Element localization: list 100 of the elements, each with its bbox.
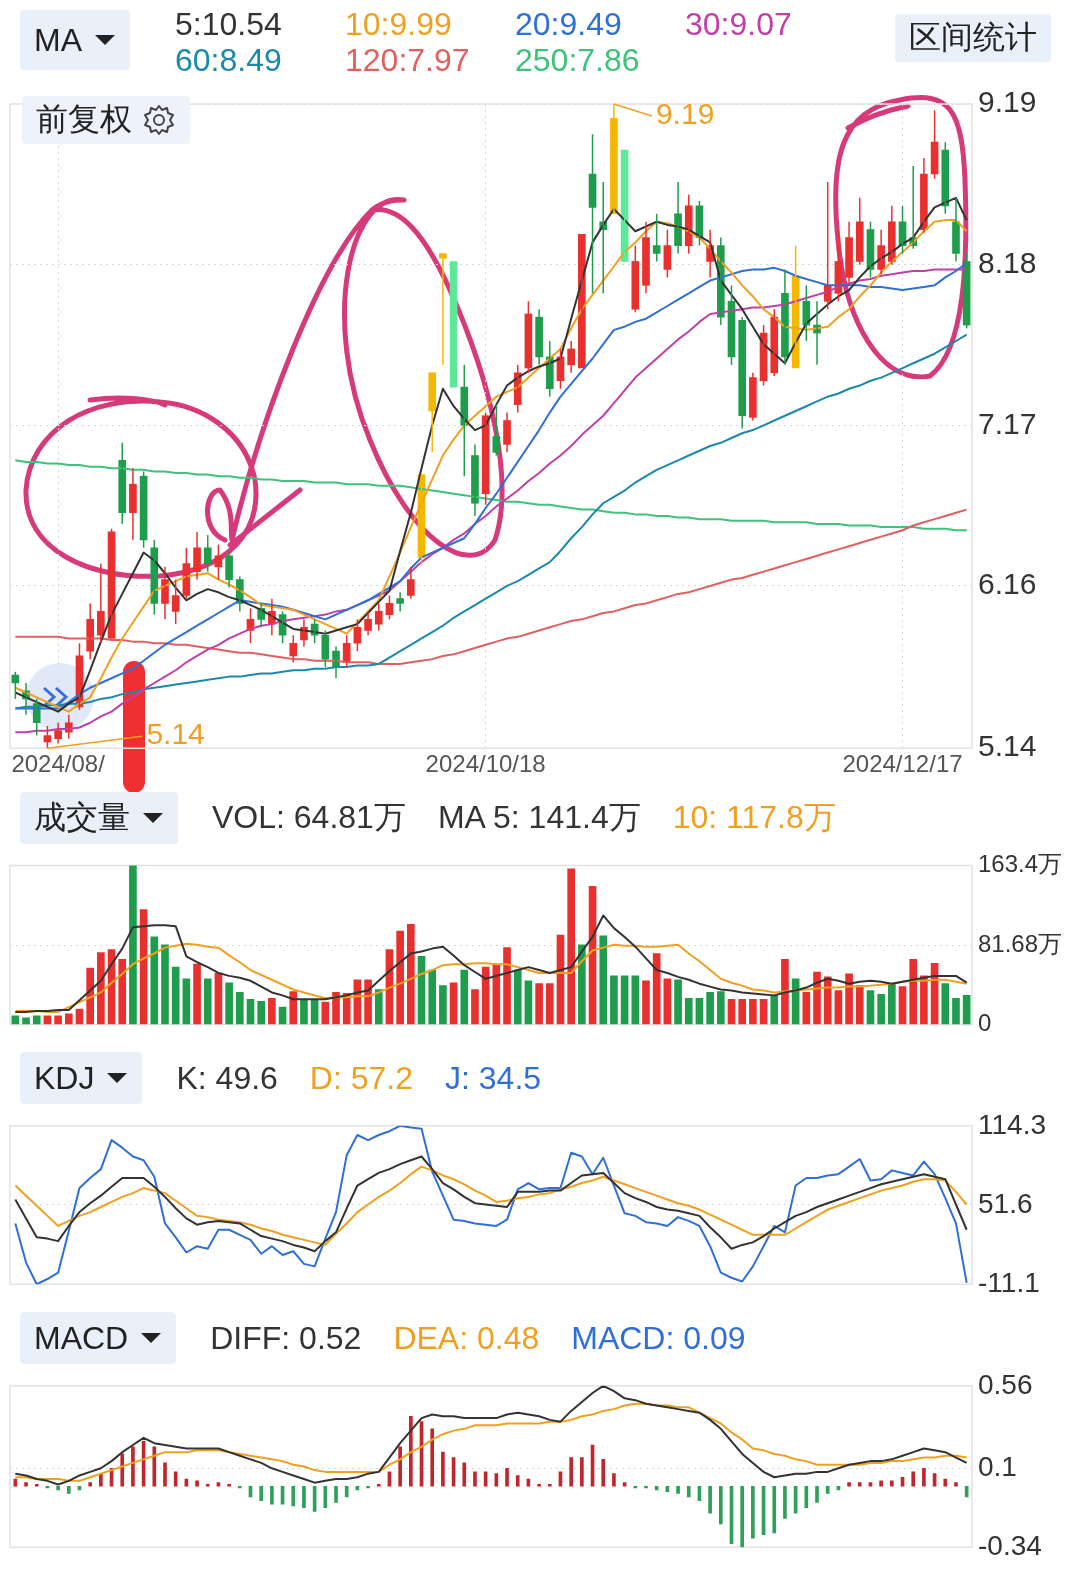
annotation: 前复权: [22, 96, 190, 144]
bar: [227, 1484, 231, 1487]
bar: [610, 975, 618, 1025]
bar: [759, 998, 768, 1025]
bar: [962, 995, 971, 1025]
bar: [449, 982, 458, 1025]
text: MACD: 0.09: [571, 1319, 746, 1357]
y-tick-label: 163.4万: [978, 850, 1063, 878]
bar: [612, 1473, 616, 1487]
candlestick: [652, 213, 661, 263]
y-tick-label: 51.6: [978, 1187, 1033, 1219]
text: 20:9.49: [515, 6, 622, 43]
bar: [471, 989, 479, 1025]
bar: [727, 998, 736, 1025]
bar: [374, 989, 383, 1025]
text: K: 49.6: [176, 1059, 278, 1097]
bar: [845, 973, 853, 1025]
bar: [118, 958, 127, 1025]
bar: [302, 1485, 306, 1509]
bar: [24, 1482, 28, 1487]
text: 区间统计: [895, 14, 1051, 62]
bar: [920, 975, 928, 1025]
bar: [332, 992, 340, 1025]
text: VOL: 64.81万: [212, 798, 406, 837]
bar: [300, 999, 308, 1025]
bar: [823, 976, 832, 1025]
bar: [804, 1485, 809, 1509]
y-tick-label: -11.1: [978, 1266, 1040, 1298]
text: D: 57.2: [309, 1059, 414, 1097]
bar: [847, 1482, 851, 1487]
bar: [171, 966, 180, 1025]
bar: [246, 998, 255, 1025]
bar: [909, 958, 918, 1025]
bar: [708, 1485, 712, 1514]
bar: [268, 997, 276, 1025]
bar: [344, 1485, 349, 1498]
bar: [163, 1462, 167, 1487]
bar: [34, 1484, 39, 1487]
candlestick: [439, 252, 447, 366]
bar: [922, 1467, 926, 1487]
bar: [578, 944, 586, 1025]
bar: [441, 1451, 445, 1487]
bar: [825, 1485, 830, 1494]
bar: [802, 992, 811, 1025]
bar: [601, 1459, 606, 1487]
y-tick-label: 5.14: [978, 729, 1037, 763]
bar: [943, 1478, 948, 1487]
bar: [182, 978, 191, 1025]
bar: [879, 1480, 883, 1487]
bar: [376, 1484, 381, 1487]
bar: [289, 991, 298, 1025]
bar: [888, 983, 896, 1025]
bar: [813, 971, 821, 1025]
bar: [97, 952, 105, 1025]
bar: [131, 1446, 135, 1487]
bar: [547, 1484, 552, 1487]
bar: [32, 1015, 41, 1025]
bar: [66, 1485, 71, 1494]
text: 10: 117.8万: [672, 798, 836, 837]
bar: [152, 1446, 157, 1487]
bar: [193, 963, 201, 1025]
bar: [770, 995, 779, 1025]
annotation: 9.19: [655, 97, 715, 131]
bar: [877, 994, 885, 1025]
y-tick-label: 0: [978, 1009, 992, 1037]
bar: [173, 1471, 178, 1487]
bar: [505, 1467, 509, 1487]
bar: [396, 930, 404, 1025]
bar: [718, 1485, 723, 1525]
bar: [86, 967, 94, 1025]
bar: [270, 1485, 274, 1505]
bar: [235, 992, 244, 1025]
candlestick: [171, 578, 180, 625]
bar: [706, 992, 714, 1025]
bar: [545, 983, 554, 1025]
bar: [631, 975, 640, 1025]
candlestick: [631, 244, 640, 314]
chart-title: KDJ: [20, 1052, 143, 1104]
y-tick-label: 81.68万: [978, 929, 1063, 957]
bar: [684, 997, 693, 1025]
bar: [535, 983, 543, 1025]
bar: [473, 1471, 477, 1487]
y-tick-label: 0.1: [978, 1451, 1017, 1483]
bar: [580, 1457, 584, 1487]
bar: [257, 1000, 266, 1025]
bar: [569, 1457, 573, 1487]
text: 250:7.86: [515, 42, 640, 79]
bar: [22, 1017, 30, 1025]
y-tick-label: 114.3: [978, 1108, 1046, 1140]
text: MA 5: 141.4万: [437, 798, 641, 837]
bar: [663, 978, 672, 1025]
bar: [642, 980, 650, 1025]
bar: [751, 1485, 755, 1539]
y-tick-label: 8.18: [978, 245, 1037, 279]
x-tick-label: 2024/10/18: [425, 750, 546, 778]
bar: [161, 944, 169, 1025]
bar: [772, 1485, 777, 1534]
bar: [195, 1480, 199, 1487]
bar: [857, 1482, 862, 1487]
candlestick: [203, 534, 212, 573]
